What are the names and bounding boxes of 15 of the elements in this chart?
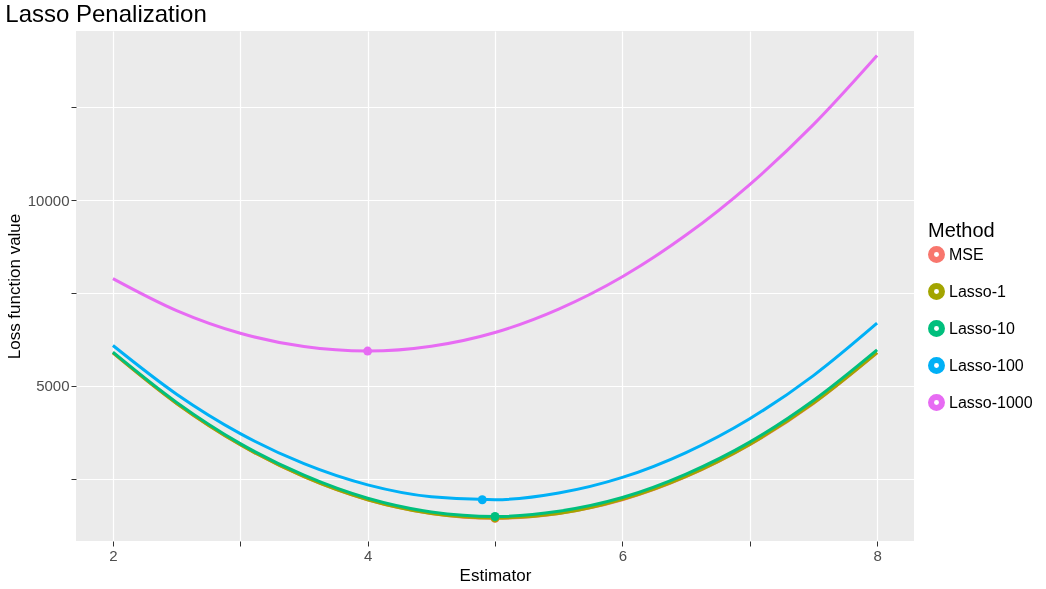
- legend-title: Method: [928, 219, 995, 241]
- y-tick-label: 10000: [27, 191, 70, 209]
- x-tick-label: 4: [363, 546, 373, 564]
- legend-label: Lasso-10: [949, 319, 1015, 337]
- x-tick-label: 2: [109, 546, 118, 564]
- x-tick-label: 8: [873, 546, 882, 564]
- y-axis-title: Loss function value: [4, 213, 24, 360]
- legend-label: Lasso-100: [949, 356, 1024, 374]
- x-tick-label: 6: [618, 546, 628, 564]
- legend-label: MSE: [949, 245, 984, 263]
- legend-label: Lasso-1: [949, 282, 1007, 300]
- legend-label: Lasso-1000: [949, 393, 1033, 411]
- x-axis-title: Estimator: [459, 565, 532, 585]
- y-tick-label: 5000: [36, 377, 70, 395]
- chart-title: Lasso Penalization: [5, 0, 207, 27]
